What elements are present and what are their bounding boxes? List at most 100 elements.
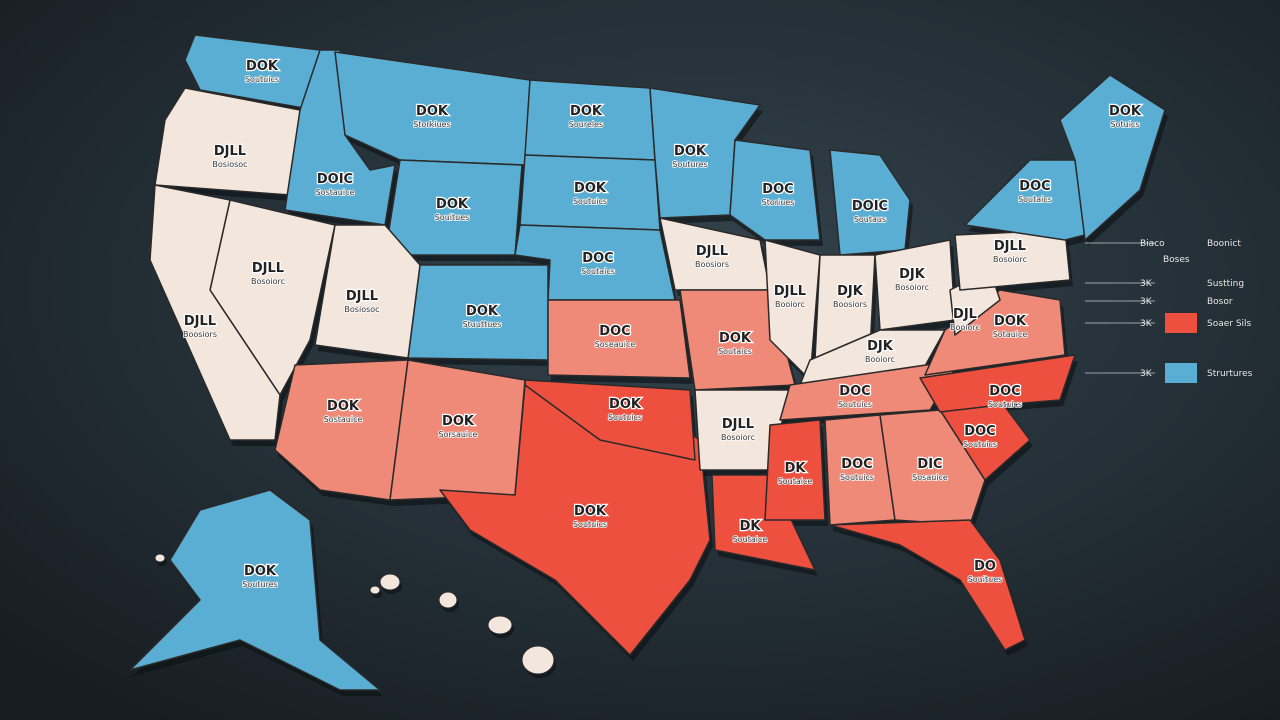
island [521, 645, 555, 675]
region-sublabel: Stuuttues [463, 320, 502, 329]
region-label: DK [785, 461, 807, 476]
region-label: DOC [1019, 179, 1050, 194]
region-label: DJK [899, 267, 926, 282]
region-sublabel: Soutaics [581, 267, 615, 276]
region-sublabel: Bosoiorc [993, 255, 1027, 264]
region-label: DOK [442, 414, 475, 429]
island [438, 591, 458, 609]
region-sublabel: Soutaice [733, 535, 768, 544]
region-sublabel: Soureles [569, 120, 603, 129]
legend-text: Sustting [1207, 279, 1244, 289]
region-sublabel: Soseauice [595, 340, 636, 349]
legend-text: Strurtures [1207, 369, 1253, 379]
region-label: DOK [244, 564, 277, 579]
region-label: DOC [599, 324, 630, 339]
island [487, 615, 513, 635]
region-sublabel: Storkiues [413, 120, 450, 129]
legend-text: Soaer Sils [1207, 319, 1252, 329]
region-sublabel: Storiues [762, 198, 795, 207]
legend-key: 3K [1140, 279, 1153, 289]
region-sublabel: Sotauice [993, 330, 1028, 339]
region-shape [829, 149, 911, 256]
region-label: DOK [609, 397, 642, 412]
region-label: DOC [839, 384, 870, 399]
region-sublabel: Soutures [242, 580, 277, 589]
region-label: DOK [994, 314, 1027, 329]
region-sublabel: Soutuics [245, 75, 279, 84]
region-sublabel: Bosiosoc [212, 160, 247, 169]
legend-key: 3K [1140, 369, 1153, 379]
region-sublabel: Soutuics [963, 440, 997, 449]
region-label: DOIC [317, 172, 353, 187]
island [369, 585, 381, 595]
region-sublabel: Booiorc [775, 300, 805, 309]
region-label: DOK [574, 504, 607, 519]
region-shape [711, 474, 816, 571]
region-label: DOK [436, 197, 469, 212]
island [154, 553, 166, 563]
region-layer: DOKSoutuicsDJLLBosiosocDOICSostauiceDOKS… [129, 34, 1166, 691]
region-shape [919, 354, 1076, 413]
legend-key: 3K [1140, 297, 1153, 307]
region-label: DOC [762, 182, 793, 197]
region-shape [524, 379, 696, 461]
region-sublabel: Booiorc [865, 355, 895, 364]
region-sublabel: Sosauice [912, 473, 948, 482]
region-label: DOC [964, 424, 995, 439]
region-sublabel: Boosiors [183, 330, 217, 339]
region-label: DOK [466, 304, 499, 319]
legend-key: 3K [1140, 319, 1153, 329]
region-sublabel: Soutaice [778, 477, 813, 486]
region-sublabel: Soutures [672, 160, 707, 169]
region-label: DJLL [252, 261, 284, 276]
region-label: DO [974, 559, 996, 574]
region-label: DOK [416, 104, 449, 119]
region-shape [879, 409, 986, 526]
region-sublabel: Sorsauice [439, 430, 478, 439]
legend-text: Boonict [1207, 239, 1241, 249]
region-label: DOK [570, 104, 603, 119]
region-shape [764, 419, 826, 521]
region-shape [274, 359, 409, 501]
region-sublabel: Soutuics [573, 197, 607, 206]
region-label: DJLL [214, 144, 246, 159]
region: DJLL Boosiors [149, 184, 281, 441]
region-label: DOK [327, 399, 360, 414]
legend-swatch [1165, 313, 1197, 333]
region-sublabel: Bosoiorc [895, 283, 929, 292]
region-sublabel: Sostauice [324, 415, 363, 424]
region-shape [1059, 74, 1166, 241]
region-shape [547, 299, 691, 379]
region-shape [149, 184, 281, 441]
region-sublabel: Bosoiorc [251, 277, 285, 286]
region-sublabel: Soutaics [718, 347, 752, 356]
region-shape [314, 224, 421, 359]
region-label: DJLL [994, 239, 1026, 254]
legend-swatch [1165, 363, 1197, 383]
region-sublabel: Soutaics [1018, 195, 1052, 204]
region-sublabel: Soutuics [608, 413, 642, 422]
